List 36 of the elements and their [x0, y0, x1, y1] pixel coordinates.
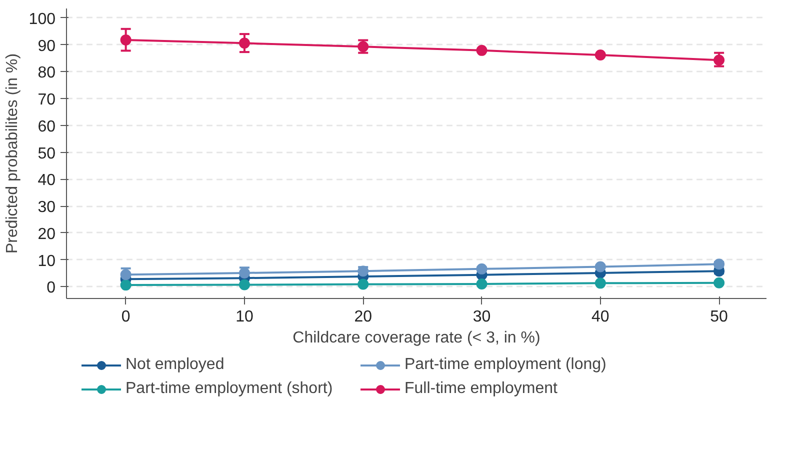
y-tick-label: 0 — [46, 280, 56, 297]
point — [714, 54, 725, 66]
point — [120, 280, 132, 291]
y-tick-label: 40 — [38, 172, 56, 190]
y-tick-label: 80 — [38, 64, 56, 82]
point — [120, 34, 132, 46]
y-tick-label: 30 — [38, 199, 56, 216]
y-tick-label: 10 — [38, 252, 56, 270]
y-tick-label: 100 — [28, 10, 56, 28]
y-tick-label: 20 — [38, 226, 56, 243]
legend-label: Full-time employment — [404, 380, 558, 398]
legend-label: Not employed — [126, 356, 226, 374]
y-axis-title: Predicted probabilites (in %) — [4, 53, 21, 254]
x-tick-label: 20 — [354, 308, 372, 326]
point — [714, 258, 725, 270]
x-axis-title: Childcare coverage rate (< 3, in %) — [292, 330, 540, 346]
x-tick-label: 10 — [236, 308, 254, 326]
y-tick-label: 90 — [38, 38, 56, 55]
point — [476, 263, 488, 274]
x-tick-label: 50 — [710, 308, 728, 326]
point — [476, 278, 488, 290]
x-tick-label: 30 — [472, 308, 491, 326]
x-tick-label: 40 — [592, 308, 610, 326]
point — [238, 279, 250, 290]
point — [238, 38, 250, 49]
point — [594, 261, 606, 272]
legend-label: Part-time employment (long) — [404, 356, 608, 374]
point — [594, 50, 606, 60]
y-tick-label: 50 — [38, 145, 56, 162]
point — [476, 44, 488, 56]
legend-label: Part-time employment (short) — [126, 380, 334, 398]
point — [714, 277, 725, 288]
point — [594, 278, 606, 289]
x-tick-label: 0 — [121, 308, 130, 326]
y-tick-label: 70 — [38, 92, 56, 109]
y-tick-label: 60 — [38, 118, 56, 136]
